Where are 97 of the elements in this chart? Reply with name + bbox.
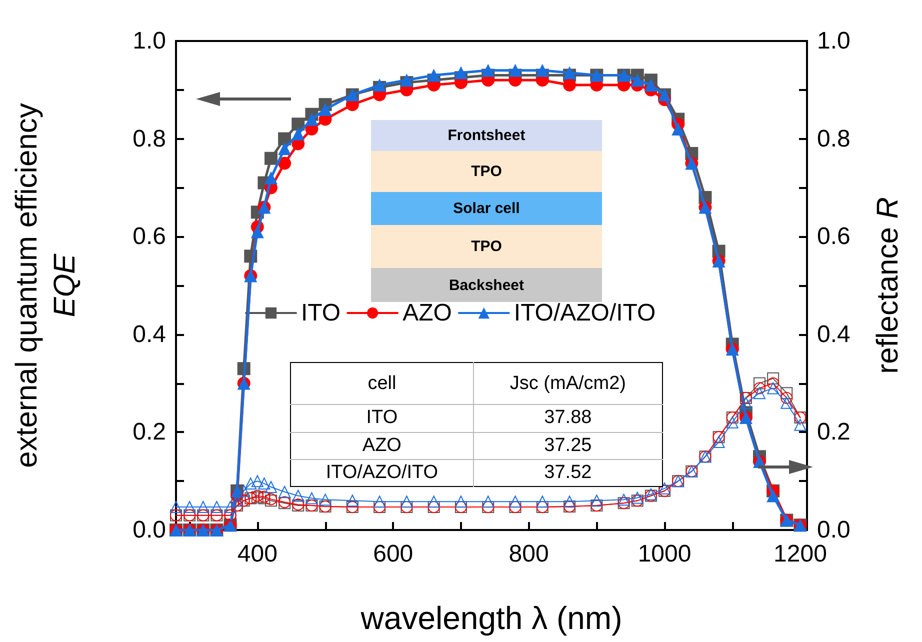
point — [250, 225, 264, 238]
point — [780, 392, 793, 404]
x-axis-title: wavelength λ (nm) — [360, 600, 622, 636]
point — [712, 436, 725, 448]
point — [428, 496, 440, 508]
y-tick-label: 0.8 — [132, 125, 166, 152]
point — [231, 494, 244, 507]
x-tick-label: 800 — [508, 540, 549, 568]
legend-label: ITO/AZO/ITO — [514, 300, 656, 326]
point — [292, 127, 305, 140]
point — [509, 496, 522, 508]
x-tick-label: 1200 — [774, 540, 827, 568]
point — [536, 496, 548, 508]
annotation: Frontsheet — [371, 120, 602, 151]
point — [794, 418, 806, 431]
point — [754, 382, 766, 394]
point — [726, 416, 738, 428]
point — [346, 494, 358, 507]
annotation: ITO/AZO/ITO — [290, 459, 474, 486]
point — [630, 74, 644, 87]
legend-label: AZO — [402, 300, 452, 326]
point — [319, 494, 332, 506]
point — [244, 478, 257, 490]
point — [658, 482, 671, 494]
annotation: Solar cell — [371, 192, 602, 225]
y-tick-label: 0.4 — [132, 320, 166, 348]
point — [224, 501, 236, 514]
annotation: ITO — [290, 404, 474, 432]
point — [318, 102, 332, 116]
point — [278, 156, 292, 170]
point — [482, 496, 494, 508]
y-tick-label: 1.0 — [132, 28, 166, 54]
x-tick-label: 400 — [237, 540, 278, 568]
point — [767, 382, 780, 394]
annotation: 37.88 — [473, 404, 662, 432]
point — [780, 387, 793, 400]
y2-tick-label: 0.6 — [817, 223, 850, 250]
point — [170, 501, 182, 514]
y-tick-label: 0.2 — [132, 418, 166, 446]
point — [306, 492, 318, 504]
annotation: AZO — [290, 432, 474, 460]
point — [766, 489, 780, 502]
point — [264, 171, 278, 184]
point — [644, 78, 658, 92]
point — [400, 496, 413, 508]
point — [264, 480, 277, 493]
point — [754, 387, 766, 400]
point — [767, 372, 780, 384]
point — [197, 501, 210, 514]
annotation: TPO — [371, 151, 602, 192]
point — [482, 64, 495, 77]
point — [238, 484, 250, 497]
point — [740, 396, 752, 409]
x-tick-label: 1000 — [638, 540, 692, 568]
point — [563, 78, 576, 92]
point — [767, 377, 780, 390]
point — [251, 475, 264, 488]
point — [454, 66, 468, 80]
point — [184, 501, 196, 514]
annotation: 37.52 — [473, 459, 662, 486]
y-axis-title: external quantum efficiency EQE — [10, 103, 82, 468]
point — [536, 64, 549, 77]
point — [305, 112, 318, 126]
point — [563, 66, 576, 80]
y2-tick-label: 1.0 — [817, 28, 850, 54]
point — [508, 64, 522, 77]
y2-tick-label: 0.8 — [817, 125, 850, 152]
legend-label: ITO — [301, 300, 341, 326]
annotation: TPO — [371, 225, 602, 268]
point — [258, 478, 270, 490]
point — [210, 501, 223, 514]
y2-axis-title: reflectance R — [872, 197, 904, 374]
point — [264, 152, 278, 165]
point — [292, 490, 304, 502]
annotation: cell — [366, 372, 398, 396]
point — [278, 142, 292, 156]
point — [564, 496, 576, 508]
annotation: Backsheet — [448, 276, 524, 294]
point — [374, 496, 386, 508]
y-tick-label: 0.6 — [132, 223, 166, 250]
point — [780, 396, 793, 409]
y2-tick-label: 0.0 — [817, 516, 850, 544]
annotation: Jsc (mA/cm2) — [473, 362, 662, 405]
point — [427, 68, 440, 82]
point — [672, 122, 685, 136]
point — [278, 486, 291, 498]
point — [454, 496, 467, 508]
x-tick-label: 600 — [373, 540, 414, 568]
annotation: 37.25 — [473, 432, 662, 460]
point — [754, 377, 766, 390]
point — [618, 494, 630, 506]
point — [631, 492, 644, 504]
point — [590, 494, 603, 507]
y-tick-label: 0.0 — [132, 516, 166, 544]
point — [400, 74, 414, 87]
y2-tick-label: 0.2 — [817, 418, 850, 446]
y2-tick-label: 0.4 — [817, 320, 850, 348]
